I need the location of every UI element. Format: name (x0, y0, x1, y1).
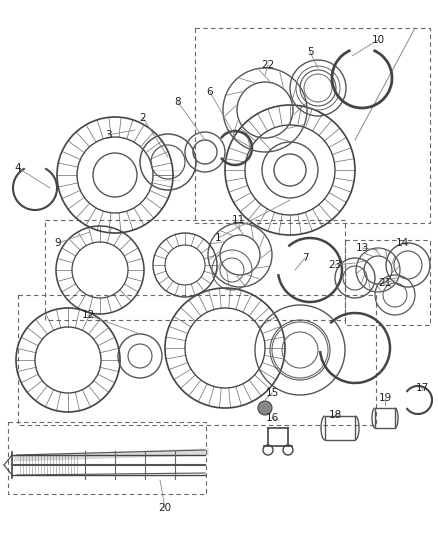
Bar (345, 240, 430, 325)
Bar (195, 28, 430, 223)
Bar (8, 422, 206, 494)
Text: 6: 6 (207, 87, 213, 97)
Text: 3: 3 (105, 130, 111, 140)
Text: 15: 15 (265, 388, 279, 398)
Bar (375, 408, 395, 428)
Text: 14: 14 (396, 238, 409, 248)
Text: 22: 22 (261, 60, 275, 70)
Text: 23: 23 (328, 260, 342, 270)
Text: 2: 2 (140, 113, 146, 123)
Text: 12: 12 (81, 310, 95, 320)
Text: 4: 4 (15, 163, 21, 173)
Text: 17: 17 (415, 383, 429, 393)
Bar (325, 416, 355, 440)
Text: 13: 13 (355, 243, 369, 253)
Text: 21: 21 (378, 278, 392, 288)
Circle shape (258, 401, 272, 415)
Text: 18: 18 (328, 410, 342, 420)
Text: 7: 7 (302, 253, 308, 263)
Text: 10: 10 (371, 35, 385, 45)
Bar (45, 220, 345, 320)
Bar (18, 295, 376, 425)
Text: 20: 20 (159, 503, 172, 513)
Text: 19: 19 (378, 393, 392, 403)
Text: 5: 5 (307, 47, 313, 57)
Text: 1: 1 (215, 233, 221, 243)
Text: 11: 11 (231, 215, 245, 225)
Text: 9: 9 (55, 238, 61, 248)
Text: 16: 16 (265, 413, 279, 423)
Text: 8: 8 (175, 97, 181, 107)
